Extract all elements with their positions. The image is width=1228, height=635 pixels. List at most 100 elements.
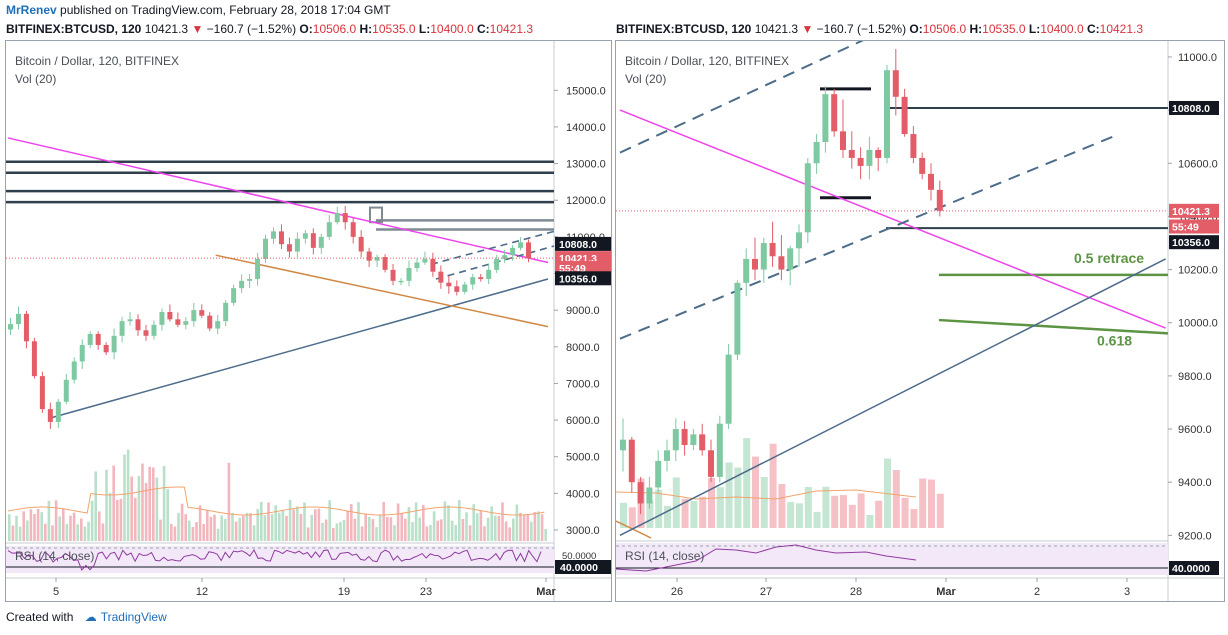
volume-bar (515, 504, 519, 541)
chart-panel-right[interactable]: 11000.010800.010600.010400.010200.010000… (615, 21, 1225, 602)
high-value: 10535.0 (372, 22, 416, 36)
candle-body (620, 439, 626, 451)
candle-body (716, 423, 723, 477)
candle-body (690, 434, 697, 445)
x-tick-label: 27 (760, 586, 772, 598)
candle-body (430, 258, 436, 272)
volume-bar (202, 524, 205, 541)
down-arrow-icon: ▼ (191, 22, 204, 36)
volume-bar (787, 502, 795, 528)
candle-body (31, 341, 37, 377)
volume-bar (476, 513, 479, 541)
last-price: 10421.3 (754, 22, 799, 36)
candle-body (414, 262, 420, 269)
candle-body (398, 280, 404, 283)
volume-bar (831, 495, 839, 528)
volume-bar (690, 500, 698, 528)
candle-body (119, 321, 125, 336)
volume-bar (152, 467, 155, 541)
volume-bar (224, 518, 227, 541)
high-label: H: (359, 22, 373, 36)
tradingview-brand-link[interactable]: TradingView (100, 610, 167, 624)
candle-body (478, 277, 484, 280)
price-tag-bg (1169, 203, 1219, 218)
volume-bar (544, 528, 547, 541)
candle-body (628, 439, 635, 483)
candle-body (884, 70, 890, 158)
volume-bar (62, 508, 65, 541)
volume-bar (195, 522, 198, 541)
volume-bar (292, 509, 295, 541)
candle-body (247, 279, 253, 281)
close-label: C: (1086, 22, 1100, 36)
candle-body (23, 313, 29, 342)
volume-bar (40, 512, 43, 541)
author-name[interactable]: MrRenev (6, 3, 57, 17)
chart-right[interactable]: 11000.010800.010600.010400.010200.010000… (615, 21, 1224, 601)
chart-title: Bitcoin / Dollar, 120, BITFINEX (15, 54, 180, 68)
rsi-label: RSI (14, close) (625, 549, 705, 563)
volume-bar (80, 518, 83, 541)
orange-trendline (615, 520, 652, 539)
volume-bar (804, 487, 812, 528)
volume-bar (504, 521, 508, 541)
y-tick-label: 9600.0 (1178, 424, 1212, 436)
volume-bar (465, 512, 468, 541)
candle-body (840, 131, 846, 150)
volume-bar (479, 510, 483, 541)
volume-bar (227, 462, 231, 541)
open-label: O: (909, 22, 923, 36)
tradingview-logo-icon[interactable]: ☁ (84, 610, 97, 624)
chart-left[interactable]: 15000.014000.013000.012000.011000.010000… (6, 41, 611, 601)
volume-bar (33, 514, 36, 541)
symbol-label: BITFINEX:BTCUSD, 120 (616, 22, 752, 36)
volume-bar (267, 502, 270, 541)
volume-bar (87, 521, 90, 541)
volume-bar (238, 517, 241, 541)
chart-panel-left[interactable]: 15000.014000.013000.012000.011000.010000… (5, 40, 612, 602)
volume-bar (339, 522, 342, 541)
volume-bar (162, 465, 166, 541)
volume-bar (447, 505, 450, 541)
y-tick-label: 15000.0 (566, 85, 606, 97)
publish-info: published on TradingView.com, February 2… (60, 3, 391, 17)
channel-upper-dashed (430, 230, 555, 266)
x-tick-label: 26 (671, 586, 683, 598)
price-tag-label: 10356.0 (559, 273, 597, 285)
volume-bar (328, 500, 331, 541)
volume-bar (646, 500, 654, 528)
candle-body (760, 242, 767, 270)
volume-bar (18, 526, 22, 541)
volume-bar (655, 489, 663, 528)
y-tick-label: 10000.0 (1178, 318, 1218, 330)
x-tick-label: 5 (53, 586, 59, 598)
volume-bar (454, 525, 457, 541)
volume-bar (497, 515, 501, 541)
volume-bar (716, 487, 724, 528)
x-tick-label: 28 (850, 586, 862, 598)
y-tick-label: 6000.0 (566, 415, 600, 427)
volume-bar (620, 502, 627, 528)
candle-body (63, 379, 69, 402)
candle-body (655, 460, 662, 488)
volume-bar (400, 512, 403, 541)
volume-ma-line (615, 489, 917, 500)
volume-bar (69, 515, 72, 541)
candle-body (87, 333, 93, 345)
open-label: O: (299, 22, 313, 36)
x-tick-label: 12 (196, 586, 208, 598)
candle-body (215, 321, 221, 329)
volume-bar (105, 469, 108, 541)
low-label: L: (1028, 22, 1041, 36)
candle-body (462, 284, 468, 292)
candle-body (271, 231, 276, 239)
candle-body (334, 213, 340, 223)
volume-bar (184, 514, 187, 541)
candle-body (71, 361, 77, 380)
volume-bar (892, 470, 900, 528)
candle-body (207, 315, 213, 329)
candle-body (804, 163, 811, 233)
volume-bar (450, 520, 454, 541)
candle-body (151, 324, 157, 336)
rsi-level-tag: 40.0000 (1172, 563, 1210, 575)
